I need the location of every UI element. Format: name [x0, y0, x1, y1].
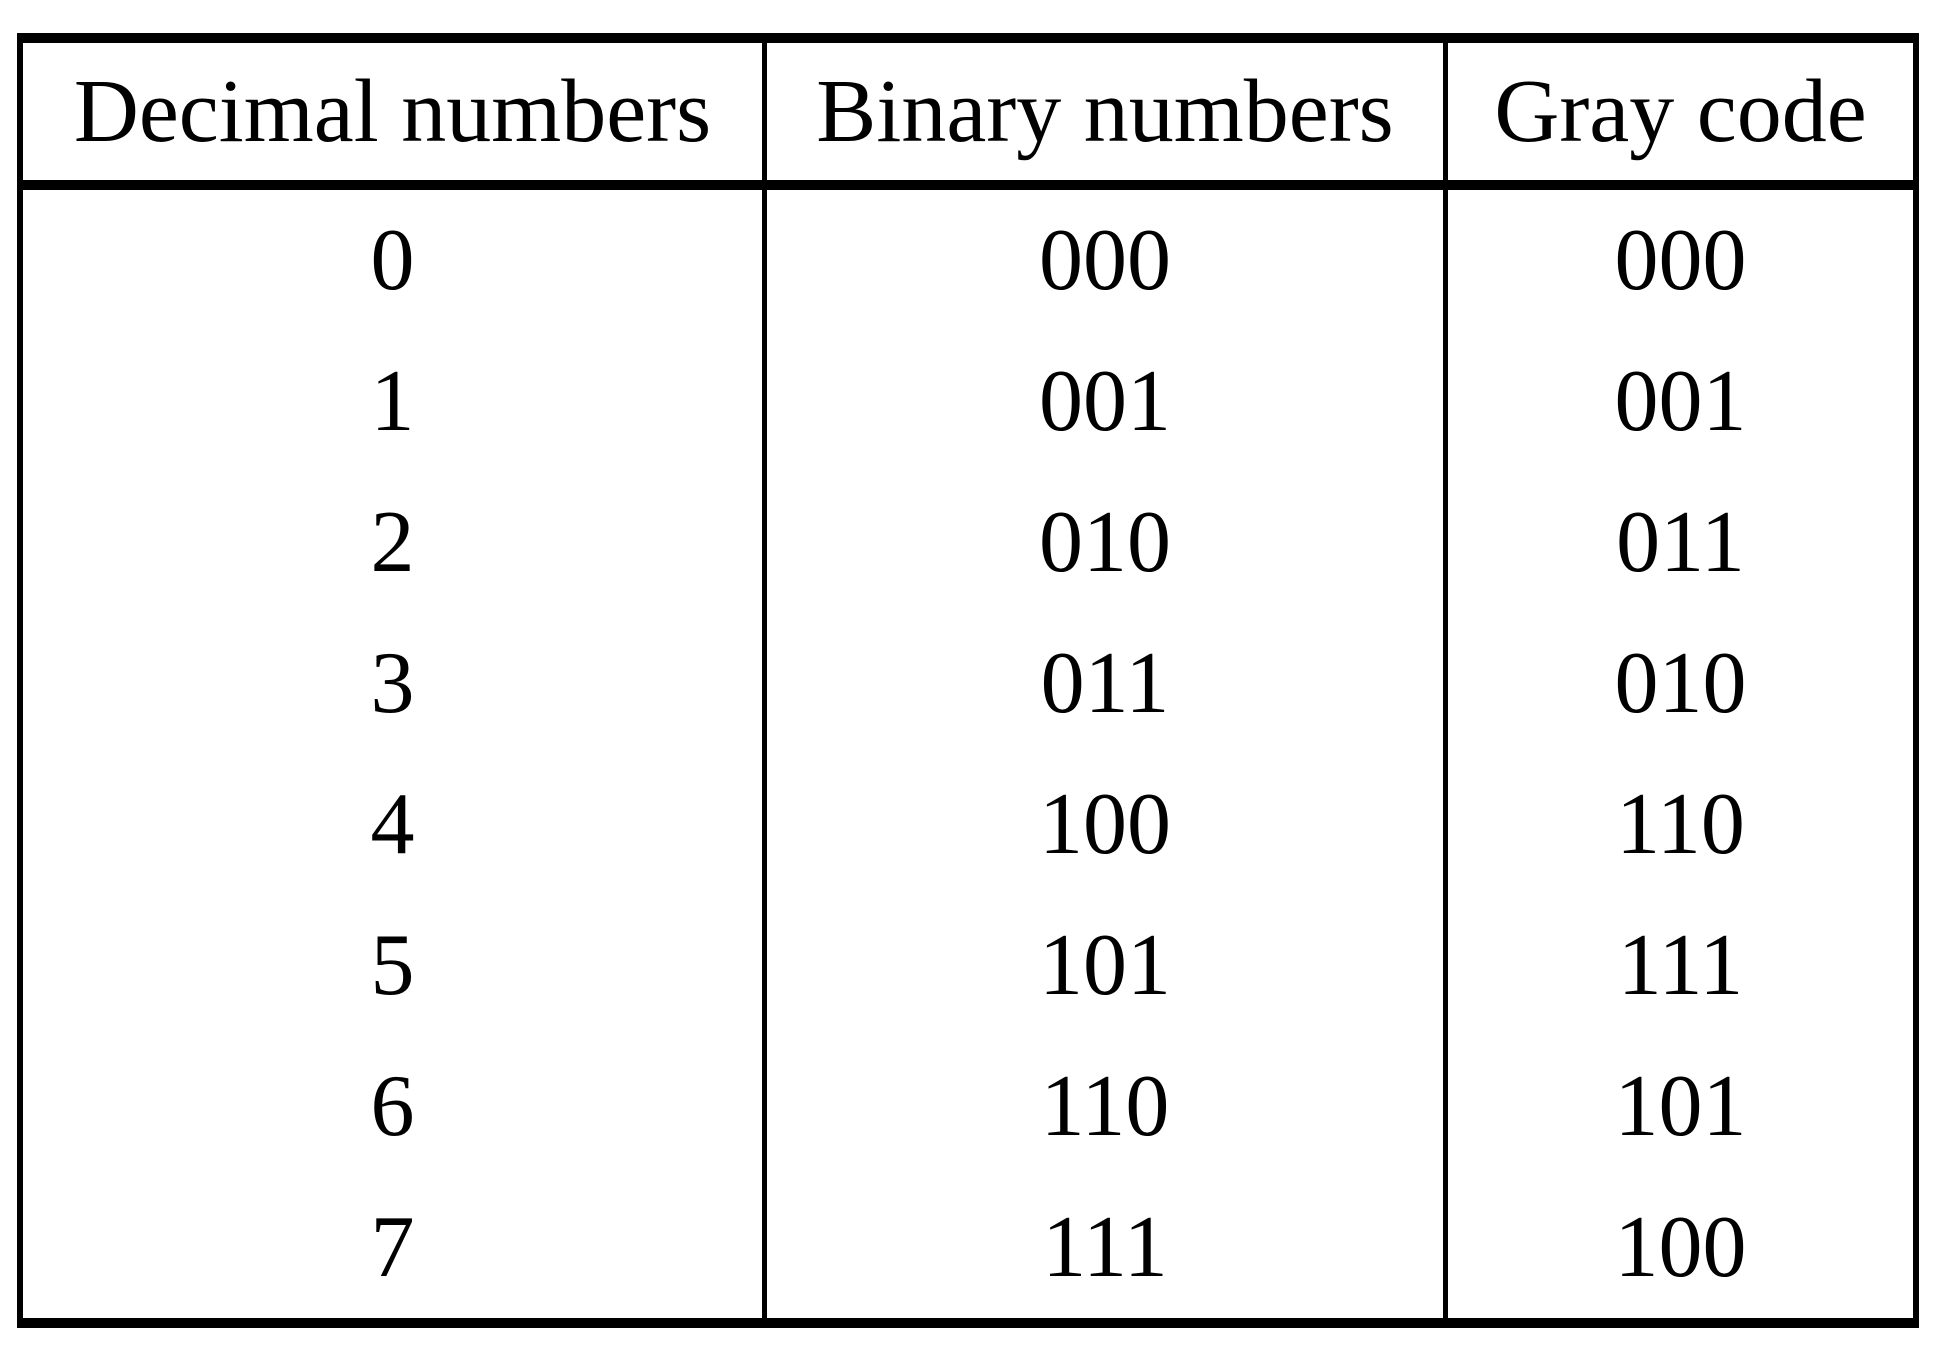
- cell-binary-row0: 000: [767, 190, 1448, 331]
- cell-binary-row7: 111: [767, 1177, 1448, 1318]
- cell-decimal-row1: 1: [23, 331, 767, 472]
- column-header-decimal: Decimal numbers: [23, 43, 767, 190]
- cell-decimal-row6: 6: [23, 1036, 767, 1177]
- cell-gray-row2: 011: [1616, 493, 1745, 591]
- cell-gray-row7: 100: [1614, 1198, 1747, 1296]
- gray-code-table: Decimal numbers Binary numbers Gray code…: [17, 33, 1919, 1328]
- cell-binary-row1: 001: [767, 331, 1448, 472]
- cell-decimal-row7: 7: [23, 1177, 767, 1318]
- cell-gray-row5: 111: [1617, 916, 1744, 1014]
- cell-gray-row3: 010: [1614, 634, 1747, 732]
- cell-decimal-row2: 2: [23, 472, 767, 613]
- cell-gray-row6: 101: [1614, 1057, 1747, 1155]
- cell-decimal-row0: 0: [23, 190, 767, 331]
- cell-decimal-row4: 4: [23, 754, 767, 895]
- column-header-gray: Gray code: [1448, 43, 1913, 190]
- cell-decimal-row3: 3: [23, 613, 767, 754]
- cell-binary-row3: 011: [767, 613, 1448, 754]
- cell-decimal-row5: 5: [23, 895, 767, 1036]
- cell-binary-row5: 101: [767, 895, 1448, 1036]
- cell-gray-row4: 110: [1616, 775, 1745, 873]
- cell-gray-row0: 000: [1614, 211, 1747, 309]
- cell-gray-row1: 001: [1614, 352, 1747, 450]
- cell-binary-row4: 100: [767, 754, 1448, 895]
- cell-binary-row6: 110: [767, 1036, 1448, 1177]
- column-header-binary: Binary numbers: [767, 43, 1448, 190]
- cell-binary-row2: 010: [767, 472, 1448, 613]
